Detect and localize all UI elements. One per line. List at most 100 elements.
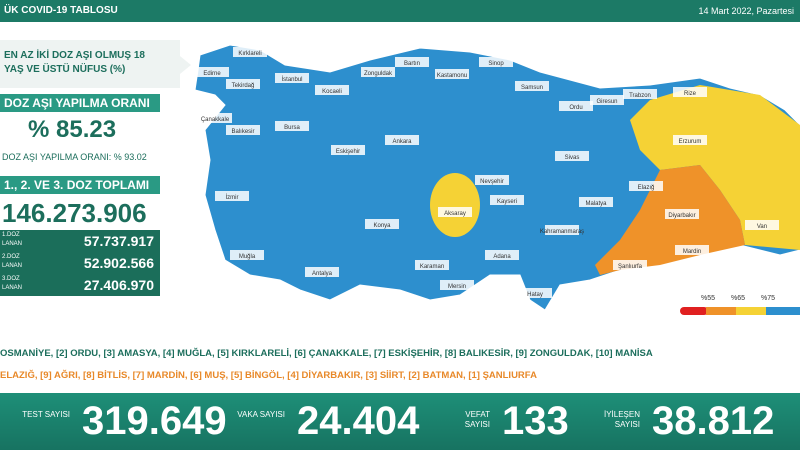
province-box: [395, 57, 429, 67]
province-box: [629, 181, 663, 191]
dose-label: 2.DOZ: [2, 254, 20, 260]
dose-table: 1.DOZ LANAN 57.737.917 2.DOZ LANAN 52.902.566…: [0, 230, 160, 296]
province-box: [415, 260, 449, 270]
stat-label: VEFAT SAYISI: [464, 410, 490, 429]
header: ÜK COVID-19 TABLOSU 14 Mart 2022, Pazart…: [0, 0, 800, 22]
map: Kırklareli Edirne Tekirdağ İstanbul Kocaeli Z…: [194, 44, 800, 315]
province-label: Rize: [684, 91, 697, 97]
province-label: Kocaeli: [322, 89, 342, 95]
province-label: Balıkesir: [231, 129, 254, 135]
province-box: [438, 207, 472, 217]
province-box: [745, 220, 779, 230]
legend-label: %65: [731, 295, 745, 302]
heading: EN AZ İKİ DOZ AŞI OLMUŞ 18 YAŞ VE ÜSTÜ N…: [4, 50, 145, 75]
province-label: Hatay: [527, 292, 543, 298]
province-box: [385, 135, 419, 145]
province-label: Mersin: [448, 284, 466, 290]
province-box: [579, 197, 613, 207]
province-box: [195, 67, 229, 77]
legend-label: %75: [761, 295, 775, 302]
province-label: Ankara: [392, 139, 412, 145]
province-label: Muğla: [239, 254, 256, 260]
province-box: [275, 73, 309, 83]
dose-label: 3.DOZ: [2, 276, 20, 282]
province-label: Giresun: [596, 99, 617, 105]
province-label: Aksaray: [444, 211, 466, 217]
stat-value: 38.812: [652, 399, 775, 443]
province-label: Kahramanmaraş: [540, 229, 584, 235]
province-label: Antalya: [312, 271, 333, 277]
province-box: [485, 250, 519, 260]
province-box: [479, 57, 513, 67]
province-box: [215, 191, 249, 201]
province-box: [623, 89, 657, 99]
stat-label: TEST SAYISI: [22, 410, 70, 419]
stat-label: İYİLEŞEN SAYISI: [603, 410, 640, 429]
province-label: Zonguldak: [364, 71, 393, 77]
province-label: Trabzon: [629, 93, 651, 99]
province-box: [490, 195, 524, 205]
stat-value: 319.649: [82, 399, 227, 443]
province-box: [613, 260, 647, 270]
legend-label: %55: [701, 295, 715, 302]
province-label: Kayseri: [497, 199, 517, 205]
rate-note: DOZ AŞI YAPILMA ORANI: % 93.02: [2, 152, 147, 162]
province-box: [365, 219, 399, 229]
province-box: [515, 81, 549, 91]
dose-sub: LANAN: [2, 285, 23, 291]
province-label: Tekirdağ: [232, 83, 255, 89]
province-label: Elazığ: [638, 185, 655, 191]
stat-value: 133: [502, 399, 569, 443]
province-box: [331, 145, 365, 155]
province-label: Nevşehir: [480, 179, 504, 185]
province-box: [226, 79, 260, 89]
province-label: Kastamonu: [437, 73, 467, 79]
province-label: Kırklareli: [238, 51, 261, 57]
province-box: [475, 175, 509, 185]
province-box: [275, 121, 309, 131]
province-box: [233, 47, 267, 57]
province-label: Sivas: [565, 155, 580, 161]
province-box: [226, 125, 260, 135]
province-label: İstanbul: [281, 76, 302, 83]
date: 14 Mart 2022, Pazartesi: [698, 6, 794, 16]
province-label: Erzurum: [679, 139, 702, 145]
province-box: [559, 101, 593, 111]
province-box: [673, 87, 707, 97]
province-label: Van: [757, 224, 767, 230]
province-box: [673, 135, 707, 145]
province-box: [665, 209, 699, 219]
total-label: 1., 2. VE 3. DOZ TOPLAMI: [0, 176, 160, 194]
province-label: Bursa: [284, 125, 300, 131]
province-label: İzmir: [226, 194, 239, 201]
rate-value: % 85.23: [28, 116, 117, 143]
dose-value: 27.406.970: [83, 277, 154, 293]
province-label: Şanlıurfa: [618, 264, 643, 270]
province-box: [305, 267, 339, 277]
province-label: Mardin: [683, 249, 701, 255]
ranking-bottom: ELAZIĞ, [9] AĞRI, [8] BİTLİS, [7] MARDİN…: [0, 370, 537, 381]
dose-value: 52.902.566: [83, 255, 154, 271]
province-box: [440, 280, 474, 290]
province-label: Diyarbakır: [668, 213, 695, 219]
province-label: Bartın: [404, 61, 420, 67]
dose-sub: LANAN: [2, 241, 23, 247]
province-box: [675, 245, 709, 255]
dose-label: 1.DOZ: [2, 232, 20, 238]
province-label: Adana: [493, 254, 511, 260]
province-box: [315, 85, 349, 95]
province-box: [230, 250, 264, 260]
province-box: [518, 288, 552, 298]
rate-label: DOZ AŞI YAPILMA ORANI: [0, 94, 160, 112]
province-label: Sinop: [488, 61, 504, 67]
arrow: [175, 52, 191, 78]
stat-label: VAKA SAYISI: [237, 410, 285, 419]
province-label: Konya: [373, 223, 391, 229]
province-label: Çanakkale: [201, 117, 230, 123]
province-box: [545, 225, 579, 235]
province-label: Samsun: [521, 85, 543, 91]
province-label: Edirne: [203, 71, 221, 77]
total-value: 146.273.906: [2, 198, 147, 228]
province-box: [198, 113, 232, 123]
